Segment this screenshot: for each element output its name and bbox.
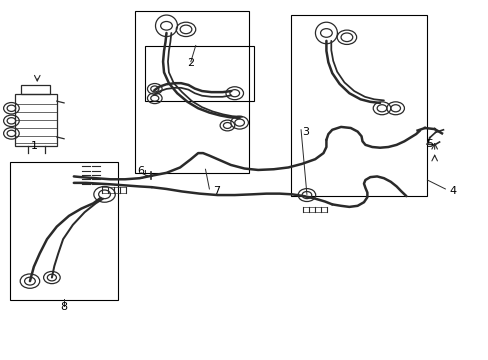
Text: 1: 1	[30, 141, 37, 151]
Text: 6: 6	[137, 166, 144, 176]
Bar	[21, 85, 50, 94]
Text: 7: 7	[212, 186, 220, 196]
Text: 4: 4	[448, 186, 455, 196]
Bar	[290, 15, 427, 196]
Text: 3: 3	[302, 127, 308, 136]
Text: 8: 8	[61, 302, 67, 312]
Bar	[10, 162, 118, 300]
Text: 2: 2	[187, 58, 194, 68]
Bar	[135, 12, 249, 173]
Bar	[15, 94, 57, 146]
Text: 5: 5	[426, 139, 432, 149]
Bar	[144, 45, 254, 101]
